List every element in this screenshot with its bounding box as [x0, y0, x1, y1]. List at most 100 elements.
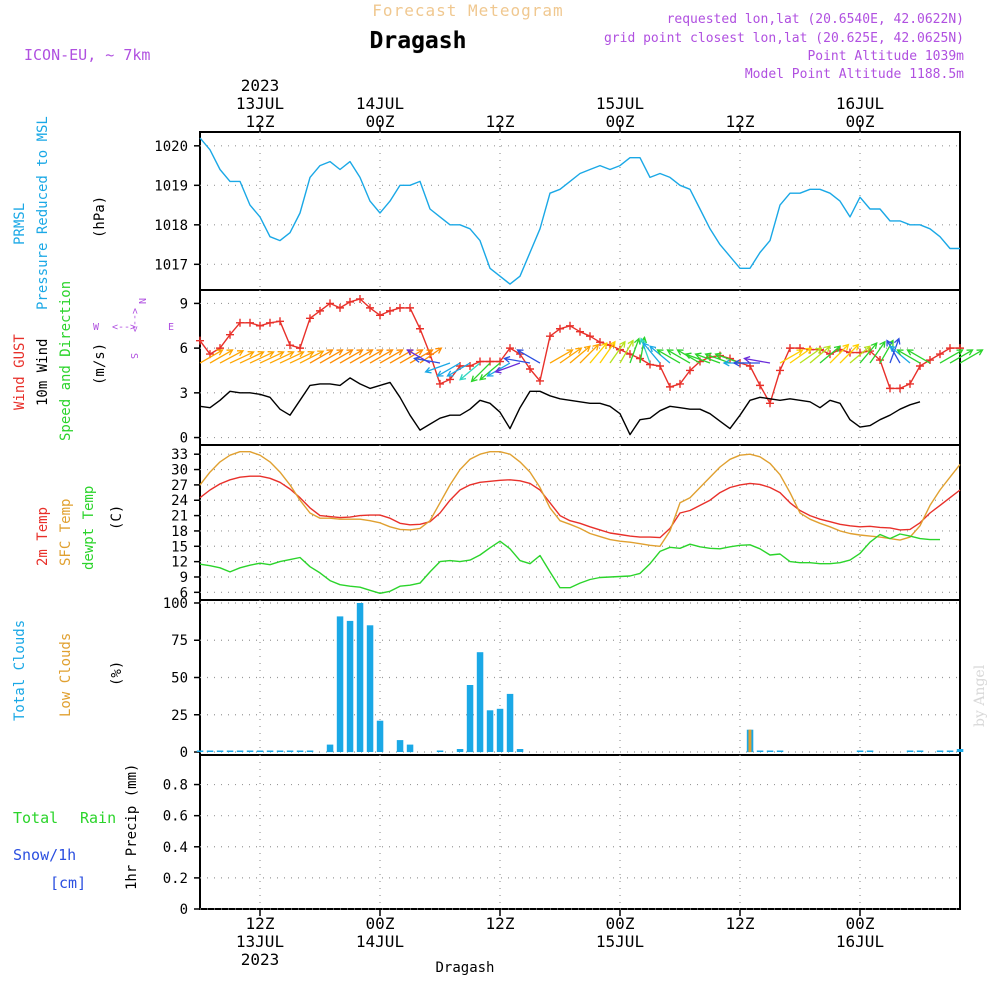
wind-ytick-label: 3	[180, 386, 188, 402]
wind-arrow	[199, 349, 224, 364]
clouds-bar	[246, 750, 254, 752]
wind-arrow-head	[257, 351, 265, 358]
wind-arrow-shaft	[269, 351, 294, 364]
wind-arrow-shaft	[744, 357, 771, 364]
top-tick-label: 12Z	[486, 112, 515, 131]
wind-arrow-shaft	[399, 349, 423, 364]
wind-arrow-head	[470, 375, 478, 383]
wind-gust-point	[236, 318, 244, 327]
clouds-ytick-label: 0	[180, 745, 188, 761]
wind-arrow-shaft	[629, 338, 640, 364]
wind-gust-point	[576, 327, 584, 336]
wind-arrow-head	[823, 345, 831, 353]
gridpoint-coords: grid point closest lon,lat (20.625E, 42.…	[604, 31, 964, 46]
clouds-ytick-label: 75	[171, 633, 188, 649]
clouds-bar	[236, 750, 244, 752]
pressure-ytick-label: 1017	[154, 257, 188, 273]
wind-arrow-shaft	[657, 349, 681, 364]
wind-gust-point	[446, 375, 454, 384]
wind-arrow-head	[396, 349, 404, 356]
wind-arrow	[666, 349, 691, 364]
wind-arrow	[369, 349, 394, 364]
wind-arrow-head	[287, 351, 295, 358]
clouds-bar	[226, 750, 234, 752]
wind-arrow-shaft	[199, 349, 223, 364]
product-title: Forecast Meteogram	[372, 1, 563, 20]
pressure-label-prmsl: PRMSL	[12, 203, 28, 245]
wind-gust-point	[506, 344, 514, 353]
cloud-label-low: Low Clouds	[58, 633, 74, 717]
wind-arrow-shaft	[369, 349, 393, 364]
wind-arrow	[642, 342, 661, 364]
precip-label-unit: 1hr Precip (mm)	[124, 764, 140, 890]
wind-arrow	[470, 362, 491, 383]
wind-arrow	[503, 355, 531, 364]
wind-arrow-shaft	[517, 349, 541, 364]
wind-gust-point	[886, 384, 894, 393]
temperature-ytick-label: 15	[171, 539, 188, 555]
wind-series-1-line	[199, 377, 921, 436]
clouds-bar	[516, 749, 524, 752]
wind-arrow	[743, 355, 771, 364]
wind-gust-point	[386, 306, 394, 315]
wind-arrow-head	[346, 349, 354, 356]
wind-arrow	[829, 343, 850, 364]
wind-arrow-head	[486, 370, 494, 377]
wind-arrow-shaft	[789, 347, 812, 364]
wind-arrow-head	[815, 347, 823, 354]
top-tick-label: 00Z	[606, 112, 635, 131]
wind-arrow-head	[583, 345, 591, 353]
clouds-ytick-label: 50	[171, 671, 188, 687]
clouds-bar	[748, 729, 752, 753]
wind-arrow	[424, 362, 451, 374]
wind-arrow-head	[459, 373, 467, 381]
clouds-bar	[486, 710, 494, 752]
bottom-tick-label: 00Z	[606, 914, 635, 933]
bottom-tick-label: 13JUL	[236, 932, 284, 951]
wind-arrow-head	[889, 345, 897, 353]
bottom-tick-label: 12Z	[726, 914, 755, 933]
wind-arrow-shaft	[609, 341, 626, 364]
wind-arrow-shaft	[259, 351, 284, 364]
wind-arrow-shaft	[589, 342, 608, 364]
wind-arrow	[896, 349, 921, 364]
wind-arrow-shaft	[897, 349, 921, 364]
wind-arrow-head	[743, 355, 751, 363]
wind-arrow-head	[575, 347, 583, 354]
wind-gust-point	[486, 357, 494, 366]
wind-arrow-head	[879, 340, 886, 348]
clouds-bar	[496, 708, 504, 752]
wind-arrow-shaft	[859, 342, 878, 364]
clouds-bar	[326, 744, 334, 753]
wind-gust-point	[906, 379, 914, 388]
wind-arrow-head	[317, 350, 325, 357]
clouds-bar	[946, 750, 954, 752]
wind-arrow-shaft	[447, 362, 471, 377]
precip-panel: 0 0.2 0.4 0.6 0.8	[163, 754, 961, 918]
compass-s: S	[128, 353, 139, 359]
pressure-series-0-line	[199, 137, 960, 285]
wind-gust-point	[776, 366, 784, 375]
pressure-label-msl: Pressure Reduced to MSL	[35, 116, 51, 310]
precip-label-snow: Snow/1h	[13, 846, 76, 864]
panels: 1017101810191020036969121518212427303302…	[154, 131, 984, 918]
wind-gust-point	[416, 324, 424, 333]
wind-arrow-head	[694, 352, 702, 360]
wind-arrow-head	[297, 351, 305, 358]
wind-arrow	[886, 339, 901, 364]
wind-arrow-head	[893, 337, 901, 345]
model-label: ICON-EU, ~ 7km	[24, 46, 150, 64]
precip-label-rain: Rain	[80, 809, 116, 827]
wind-arrow-head	[479, 373, 487, 381]
wind-arrow-shaft	[349, 349, 373, 364]
wind-arrow-head	[870, 342, 878, 350]
wind-gust-point	[196, 336, 204, 345]
wind-arrow-shaft	[677, 349, 701, 364]
wind-arrow	[656, 349, 681, 364]
top-tick-label: 2023	[241, 76, 280, 95]
temperature-series-2-line	[199, 533, 940, 594]
temperature-ytick-label: 9	[180, 570, 188, 586]
wind-arrow-head	[714, 352, 722, 360]
top-tick-label: 13JUL	[236, 94, 284, 113]
wind-arrow	[684, 352, 711, 364]
